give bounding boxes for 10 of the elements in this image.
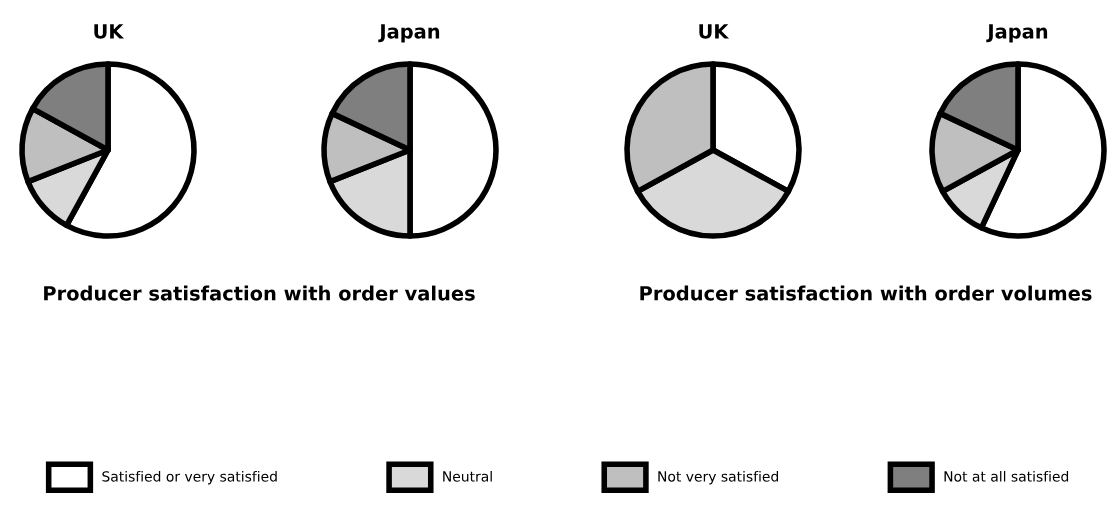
- text: Producer satisfaction with order values: [44, 285, 475, 301]
- chart-title: Japan: [378, 24, 440, 43]
- chart-title: UK: [699, 24, 730, 39]
- legend-label: Neutral: [443, 470, 492, 482]
- legend-label: Not very satisfied: [658, 470, 779, 485]
- chart-title: UK: [94, 24, 125, 39]
- legend-label: Satisfied or very satisfied: [102, 470, 277, 485]
- text: Producer satisfaction with order volumes: [640, 285, 1092, 301]
- legend-label: Not at all satisfied: [944, 470, 1069, 482]
- chart-title: Japan: [986, 24, 1048, 43]
